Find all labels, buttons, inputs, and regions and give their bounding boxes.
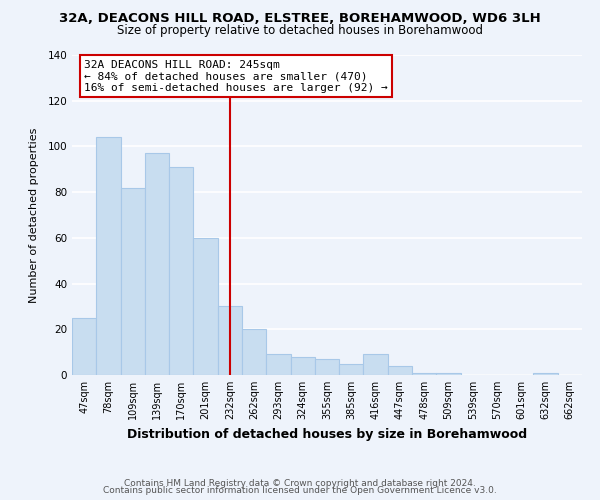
Bar (315, 359, 339, 375)
Bar (533, 372, 558, 375)
Bar (436, 372, 461, 375)
Bar (72, 318, 96, 375)
Bar (121, 188, 145, 375)
Bar (145, 154, 169, 375)
Text: Contains public sector information licensed under the Open Government Licence v3: Contains public sector information licen… (103, 486, 497, 495)
Bar (218, 306, 242, 375)
X-axis label: Distribution of detached houses by size in Borehamwood: Distribution of detached houses by size … (127, 428, 527, 440)
Bar (290, 356, 315, 375)
Bar (266, 354, 290, 375)
Bar (169, 167, 193, 375)
Text: Size of property relative to detached houses in Borehamwood: Size of property relative to detached ho… (117, 24, 483, 37)
Text: 32A DEACONS HILL ROAD: 245sqm
← 84% of detached houses are smaller (470)
16% of : 32A DEACONS HILL ROAD: 245sqm ← 84% of d… (84, 60, 388, 93)
Bar (96, 138, 121, 375)
Text: Contains HM Land Registry data © Crown copyright and database right 2024.: Contains HM Land Registry data © Crown c… (124, 478, 476, 488)
Bar (364, 354, 388, 375)
Bar (193, 238, 218, 375)
Bar (242, 330, 266, 375)
Y-axis label: Number of detached properties: Number of detached properties (29, 128, 39, 302)
Bar (388, 366, 412, 375)
Bar (412, 372, 436, 375)
Bar (339, 364, 364, 375)
Text: 32A, DEACONS HILL ROAD, ELSTREE, BOREHAMWOOD, WD6 3LH: 32A, DEACONS HILL ROAD, ELSTREE, BOREHAM… (59, 12, 541, 26)
